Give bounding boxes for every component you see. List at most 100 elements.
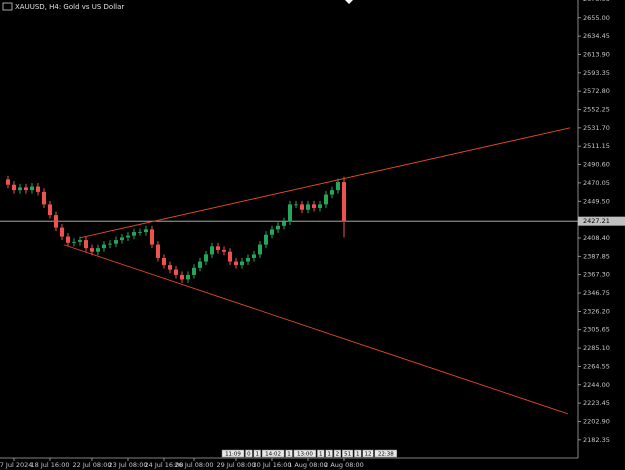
x-tick-label: 2 Aug 08:00: [324, 461, 364, 469]
x-tick-label: 26 Jul 08:00: [174, 461, 213, 469]
y-tick-label: 2511.15: [583, 142, 610, 150]
status-label: 22:38: [378, 451, 394, 457]
x-tick-label: 30 Jul 16:00: [252, 461, 291, 469]
y-tick-label: 2202.90: [583, 417, 610, 425]
candle-body: [239, 261, 244, 266]
candle-body: [191, 267, 196, 275]
candle-body: [173, 269, 178, 275]
status-label: 11:09: [225, 451, 241, 457]
candle-body: [29, 186, 34, 191]
y-tick-label: 2367.30: [583, 271, 610, 279]
y-tick-label: 2223.45: [583, 399, 610, 407]
candle-body: [131, 232, 136, 236]
candle-body: [167, 265, 172, 270]
candle-body: [137, 232, 142, 233]
candle-body: [203, 254, 208, 262]
y-tick-label: 2470.05: [583, 179, 610, 187]
candle-body: [101, 244, 106, 249]
candle-body: [143, 229, 148, 233]
candle-body: [287, 204, 292, 222]
candle-body: [335, 182, 340, 191]
candle-body: [35, 186, 40, 192]
candle-body: [47, 204, 52, 216]
candle-body: [113, 240, 118, 244]
candle-body: [107, 243, 112, 245]
status-box: [245, 449, 253, 458]
candle-body: [209, 246, 214, 255]
trend-line: [79, 127, 571, 239]
status-label: 1: [356, 451, 360, 457]
price-label: 2427.21: [583, 217, 610, 225]
candle-body: [341, 182, 346, 222]
candle-body: [95, 248, 100, 252]
y-tick-label: 2408.40: [583, 234, 610, 242]
status-box: [285, 449, 293, 458]
candle-body: [59, 227, 64, 237]
y-tick-label: 2572.80: [583, 87, 610, 95]
y-tick-label: 2552.25: [583, 106, 610, 114]
y-tick-label: 2531.70: [583, 124, 610, 132]
candle-body: [23, 187, 28, 191]
y-tick-label: 2305.65: [583, 326, 610, 334]
candle-body: [5, 179, 10, 185]
status-box: [354, 449, 362, 458]
x-tick-label: 1 Aug 08:00: [288, 461, 328, 469]
candle-body: [269, 229, 274, 235]
x-tick-label: 29 Jul 08:00: [216, 461, 255, 469]
x-tick-label: 24 Jul 16:00: [144, 461, 183, 469]
status-box: [253, 449, 261, 458]
candle-body: [161, 257, 166, 266]
status-label: 1: [319, 451, 323, 457]
status-box: [362, 449, 374, 458]
status-box: [342, 449, 354, 458]
y-tick-label: 2593.35: [583, 69, 610, 77]
trend-line: [63, 244, 568, 415]
candle-body: [275, 225, 280, 230]
candle-body: [215, 246, 220, 250]
y-tick-label: 2634.45: [583, 32, 610, 40]
y-tick-label: 2346.75: [583, 289, 610, 297]
candle-body: [83, 240, 88, 249]
status-label: 2: [336, 451, 340, 457]
candle-body: [53, 215, 58, 228]
status-box: [221, 449, 245, 458]
y-tick-label: 2387.85: [583, 252, 610, 260]
candle-body: [77, 240, 82, 242]
x-tick-label: 23 Jul 08:00: [108, 461, 147, 469]
candle-body: [251, 254, 256, 258]
y-tick-label: 2490.60: [583, 161, 610, 169]
candle-body: [257, 244, 262, 255]
status-label: 1: [255, 451, 259, 457]
y-tick-label: 2326.20: [583, 307, 610, 315]
candle-body: [221, 249, 226, 252]
price-label-box: [578, 216, 625, 226]
candle-body: [281, 221, 286, 226]
candle-body: [125, 235, 130, 238]
status-box: [261, 449, 285, 458]
candle-body: [197, 261, 202, 268]
candle-body: [311, 204, 316, 208]
candle-body: [293, 204, 298, 206]
y-tick-label: 2285.10: [583, 344, 610, 352]
x-tick-label: 17 Jul 2024: [0, 461, 32, 469]
candle-body: [299, 204, 304, 210]
candle-body: [89, 248, 94, 252]
candle-body: [71, 241, 76, 243]
candle-body: [329, 190, 334, 195]
candle-body: [149, 229, 154, 245]
chart-title: XAUUSD, H4: Gold vs US Dollar: [15, 3, 124, 11]
candle-body: [11, 184, 16, 191]
status-label: 0: [247, 451, 251, 457]
candle-body: [179, 274, 184, 280]
status-box: [317, 449, 325, 458]
status-label: 13:00: [297, 451, 313, 457]
status-label: 1: [287, 451, 291, 457]
status-box: [325, 449, 333, 458]
y-tick-label: 2264.55: [583, 362, 610, 370]
x-tick-label: 22 Jul 08:00: [72, 461, 111, 469]
y-tick-label: 2449.50: [583, 197, 610, 205]
candle-body: [305, 204, 310, 210]
status-box: [374, 449, 398, 458]
